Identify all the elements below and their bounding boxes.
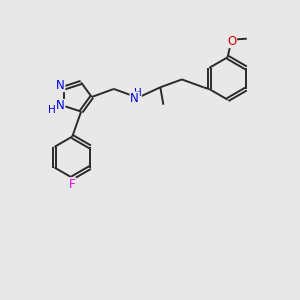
Text: N: N — [130, 92, 139, 105]
Text: H: H — [134, 88, 141, 98]
Text: H: H — [48, 105, 56, 116]
Text: F: F — [69, 178, 76, 191]
Text: N: N — [56, 79, 65, 92]
Text: N: N — [56, 100, 65, 112]
Text: O: O — [227, 34, 237, 48]
